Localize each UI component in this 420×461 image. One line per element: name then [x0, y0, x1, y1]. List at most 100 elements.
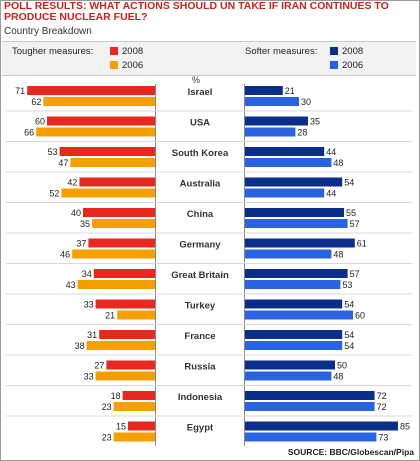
legend-tougher-2008-swatch	[110, 47, 118, 55]
data-label-tougher-2006-israel: 62	[31, 97, 41, 107]
category-label-germany: Germany	[179, 240, 221, 251]
data-label-softer-2006-south-korea: 48	[333, 158, 343, 168]
category-label-turkey: Turkey	[185, 301, 216, 312]
bar-tougher-2008-israel	[27, 86, 156, 95]
data-label-tougher-2008-turkey: 33	[84, 300, 94, 310]
category-label-china: China	[187, 209, 214, 220]
bar-tougher-2006-usa	[36, 127, 156, 137]
data-label-tougher-2008-russia: 27	[94, 361, 104, 371]
legend-softer-2006-label: 2006	[342, 60, 364, 71]
bar-softer-2008-germany	[245, 238, 355, 248]
data-label-softer-2008-australia: 54	[344, 178, 354, 188]
data-label-tougher-2006-china: 35	[80, 219, 90, 229]
category-label-australia: Australia	[180, 179, 221, 190]
bar-softer-2008-usa	[245, 116, 308, 126]
data-label-tougher-2006-indonesia: 23	[102, 402, 112, 412]
data-label-tougher-2006-usa: 66	[24, 128, 34, 138]
legend-softer-2008-label: 2008	[342, 46, 364, 57]
source-note: SOURCE: BBC/Globescan/Pipa	[287, 447, 414, 457]
unit-label: %	[192, 75, 201, 85]
data-label-tougher-2006-germany: 46	[60, 250, 70, 260]
category-label-russia: Russia	[184, 362, 216, 373]
data-label-tougher-2008-china: 40	[71, 208, 81, 218]
bar-tougher-2006-australia	[61, 188, 155, 198]
legend-softer-heading: Softer measures:	[245, 46, 318, 57]
category-label-israel: Israel	[188, 87, 213, 98]
data-label-tougher-2006-great-britain: 43	[66, 280, 76, 290]
data-label-tougher-2006-south-korea: 47	[58, 158, 68, 168]
data-label-softer-2008-south-korea: 44	[326, 147, 336, 157]
bar-softer-2008-israel	[245, 86, 283, 95]
bar-softer-2006-china	[245, 219, 348, 228]
bar-tougher-2006-france	[86, 341, 155, 350]
data-label-softer-2006-great-britain: 53	[342, 280, 352, 290]
data-label-softer-2006-turkey: 60	[355, 311, 365, 321]
data-label-tougher-2008-france: 31	[87, 330, 97, 340]
bar-softer-2006-russia	[245, 371, 332, 381]
data-label-tougher-2008-germany: 37	[76, 239, 86, 249]
data-label-softer-2008-usa: 35	[310, 117, 320, 127]
data-label-softer-2006-france: 54	[344, 341, 354, 351]
bar-tougher-2006-south-korea	[70, 158, 155, 167]
bar-softer-2006-australia	[245, 188, 325, 198]
data-label-tougher-2008-israel: 71	[15, 86, 25, 96]
bar-softer-2008-south-korea	[245, 147, 325, 156]
legend-softer-2006-swatch	[330, 61, 338, 69]
bar-tougher-2008-australia	[79, 177, 155, 187]
bar-softer-2006-israel	[245, 97, 299, 106]
bar-tougher-2006-egypt	[113, 432, 155, 442]
bar-tougher-2006-china	[92, 219, 155, 228]
category-label-south-korea: South Korea	[172, 148, 229, 159]
bar-softer-2008-egypt	[245, 421, 398, 431]
data-label-softer-2006-china: 57	[350, 219, 360, 229]
data-label-softer-2008-germany: 61	[357, 239, 367, 249]
category-label-egypt: Egypt	[187, 423, 214, 434]
data-label-tougher-2008-great-britain: 34	[82, 269, 92, 279]
data-label-tougher-2008-egypt: 15	[116, 422, 126, 432]
bar-tougher-2006-russia	[95, 371, 155, 381]
legend-tougher-2008-label: 2008	[122, 46, 144, 57]
data-label-tougher-2008-usa: 60	[35, 117, 45, 127]
bar-tougher-2008-russia	[106, 360, 155, 370]
category-label-indonesia: Indonesia	[178, 392, 223, 403]
bar-tougher-2006-turkey	[117, 310, 155, 320]
data-label-softer-2006-germany: 48	[333, 250, 343, 260]
legend-softer-2008-swatch	[330, 47, 338, 55]
bar-softer-2008-australia	[245, 177, 343, 187]
category-label-great-britain: Great Britain	[171, 270, 229, 281]
data-label-tougher-2006-russia: 33	[84, 372, 94, 382]
bar-tougher-2008-france	[99, 330, 155, 339]
bar-tougher-2006-israel	[43, 97, 155, 106]
bar-softer-2008-indonesia	[245, 391, 375, 400]
data-label-tougher-2008-indonesia: 18	[111, 391, 121, 401]
bar-tougher-2008-china	[83, 208, 155, 217]
data-label-softer-2008-great-britain: 57	[350, 269, 360, 279]
data-label-softer-2008-egypt: 85	[400, 422, 410, 432]
category-label-france: France	[184, 331, 215, 342]
bar-softer-2006-indonesia	[245, 402, 375, 411]
data-label-softer-2008-france: 54	[344, 330, 354, 340]
legend-tougher-2006-label: 2006	[122, 60, 144, 71]
bar-tougher-2008-germany	[88, 238, 155, 248]
legend-tougher-2006-swatch	[110, 61, 118, 69]
bar-softer-2006-germany	[245, 249, 332, 259]
category-label-usa: USA	[190, 118, 210, 129]
bar-tougher-2006-germany	[72, 249, 155, 259]
data-label-softer-2006-russia: 48	[333, 372, 343, 382]
bar-softer-2008-great-britain	[245, 269, 348, 278]
bar-softer-2006-france	[245, 341, 343, 350]
bar-softer-2006-great-britain	[245, 280, 341, 289]
data-label-softer-2008-china: 55	[346, 208, 356, 218]
bar-tougher-2008-usa	[47, 116, 155, 126]
data-label-softer-2006-egypt: 73	[378, 433, 388, 443]
data-label-tougher-2008-south-korea: 53	[48, 147, 58, 157]
data-label-softer-2006-usa: 28	[297, 128, 307, 138]
bar-tougher-2008-egypt	[128, 421, 155, 431]
bar-softer-2008-turkey	[245, 299, 343, 309]
bar-tougher-2006-indonesia	[113, 402, 155, 411]
legend: Tougher measures: 2008 2006 Softer measu…	[2, 41, 416, 76]
chart-title: POLL RESULTS: WHAT ACTIONS SHOULD UN TAK…	[4, 0, 389, 23]
data-label-tougher-2006-turkey: 21	[105, 311, 115, 321]
